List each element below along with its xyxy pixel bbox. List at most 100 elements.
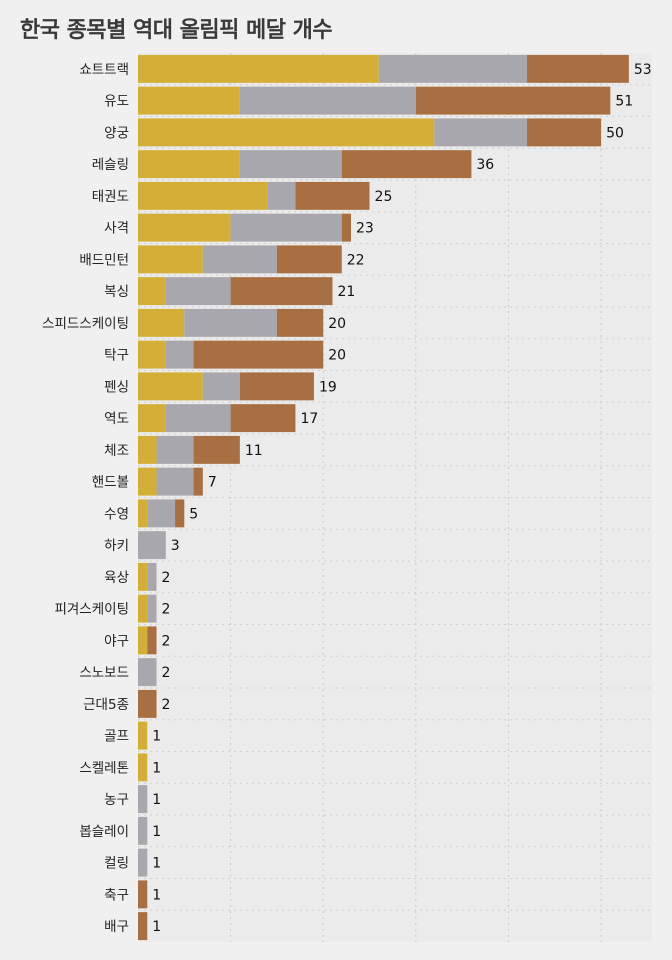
category-label: 육상 bbox=[104, 570, 129, 586]
bar-segment bbox=[138, 880, 148, 909]
total-label: 7 bbox=[208, 475, 217, 491]
category-label: 펜싱 bbox=[104, 379, 129, 395]
bar-segment bbox=[138, 118, 435, 147]
bar-segment bbox=[276, 245, 342, 274]
bar-segment bbox=[230, 404, 296, 433]
bar-segment bbox=[147, 499, 176, 528]
category-label: 하키 bbox=[104, 538, 129, 554]
total-label: 21 bbox=[337, 284, 355, 300]
bar-segment bbox=[267, 181, 296, 210]
bar-segment bbox=[138, 721, 148, 750]
bar-segment bbox=[415, 86, 611, 115]
category-label: 근대5종 bbox=[83, 697, 129, 713]
category-label: 컬링 bbox=[104, 856, 129, 872]
bar-segment bbox=[138, 912, 148, 941]
total-label: 50 bbox=[606, 125, 624, 141]
total-label: 53 bbox=[634, 62, 652, 78]
category-label: 골프 bbox=[104, 729, 129, 745]
category-label: 봅슬레이 bbox=[79, 824, 129, 840]
total-label: 3 bbox=[171, 538, 180, 554]
category-label: 복싱 bbox=[104, 284, 129, 300]
category-label: 배구 bbox=[104, 919, 129, 935]
total-label: 2 bbox=[162, 633, 171, 649]
bar-segment bbox=[378, 54, 527, 83]
bar-segment bbox=[138, 404, 166, 433]
bar-segment bbox=[202, 372, 240, 401]
bar-segment bbox=[138, 753, 148, 782]
bar-segment bbox=[138, 531, 166, 560]
category-label: 탁구 bbox=[104, 348, 129, 364]
bar-segment bbox=[138, 658, 157, 687]
total-label: 1 bbox=[152, 919, 161, 935]
bar-segment bbox=[434, 118, 527, 147]
bar-segment bbox=[138, 245, 203, 274]
total-label: 1 bbox=[152, 729, 161, 745]
total-label: 1 bbox=[152, 760, 161, 776]
category-label: 양궁 bbox=[104, 125, 129, 141]
bar-segment bbox=[138, 626, 148, 655]
total-label: 36 bbox=[476, 157, 494, 173]
total-label: 2 bbox=[162, 697, 171, 713]
bar-segment bbox=[341, 150, 472, 179]
bar-segment bbox=[138, 308, 185, 337]
chart-title: 한국 종목별 역대 올림픽 메달 개수 bbox=[20, 18, 333, 43]
total-label: 20 bbox=[328, 316, 346, 332]
total-label: 11 bbox=[245, 443, 263, 459]
bar-segment bbox=[295, 181, 370, 210]
category-label: 배드민턴 bbox=[79, 252, 129, 268]
bar-segment bbox=[138, 372, 203, 401]
category-label: 체조 bbox=[104, 443, 129, 459]
bar-segment bbox=[526, 118, 602, 147]
bar-segment bbox=[138, 689, 157, 718]
total-label: 5 bbox=[189, 506, 198, 522]
bar-segment bbox=[165, 404, 231, 433]
total-label: 23 bbox=[356, 221, 374, 237]
bar-segment bbox=[156, 467, 194, 496]
bar-segment bbox=[230, 277, 333, 306]
total-label: 2 bbox=[162, 665, 171, 681]
total-label: 2 bbox=[162, 570, 171, 586]
total-label: 51 bbox=[615, 94, 633, 110]
bar-segment bbox=[138, 213, 231, 242]
bar-segment bbox=[526, 54, 629, 83]
bar-segment bbox=[165, 277, 231, 306]
total-label: 1 bbox=[152, 856, 161, 872]
category-label: 태권도 bbox=[92, 189, 129, 205]
bar-segment bbox=[193, 340, 324, 369]
category-label: 쇼트트랙 bbox=[79, 62, 129, 78]
bar-segment bbox=[138, 277, 166, 306]
category-label: 축구 bbox=[104, 887, 129, 903]
bar-segment bbox=[138, 562, 148, 591]
bar-segment bbox=[138, 594, 148, 623]
bar-segment bbox=[147, 626, 157, 655]
bar-segment bbox=[239, 150, 342, 179]
bar-segment bbox=[138, 816, 148, 845]
category-label: 역도 bbox=[104, 411, 129, 427]
bar-segment bbox=[147, 562, 157, 591]
bar-segment bbox=[138, 848, 148, 877]
bar-segment bbox=[138, 785, 148, 814]
total-label: 22 bbox=[347, 252, 365, 268]
category-label: 피겨스케이팅 bbox=[54, 602, 129, 618]
total-label: 25 bbox=[375, 189, 393, 205]
bar-segment bbox=[184, 308, 277, 337]
bar-segment bbox=[138, 86, 240, 115]
bar-segment bbox=[276, 308, 324, 337]
total-label: 2 bbox=[162, 602, 171, 618]
category-label: 스켈레톤 bbox=[79, 760, 129, 776]
bar-segment bbox=[193, 467, 203, 496]
bar-segment bbox=[138, 181, 268, 210]
bar-segment bbox=[175, 499, 185, 528]
total-label: 19 bbox=[319, 379, 337, 395]
bar-segment bbox=[239, 86, 416, 115]
total-label: 1 bbox=[152, 792, 161, 808]
bar-segment bbox=[165, 340, 194, 369]
total-label: 1 bbox=[152, 824, 161, 840]
category-label: 수영 bbox=[104, 506, 129, 522]
category-label: 스피드스케이팅 bbox=[42, 316, 129, 332]
category-label: 스노보드 bbox=[79, 665, 129, 681]
bar-segment bbox=[230, 213, 342, 242]
bar-segment bbox=[138, 435, 157, 464]
